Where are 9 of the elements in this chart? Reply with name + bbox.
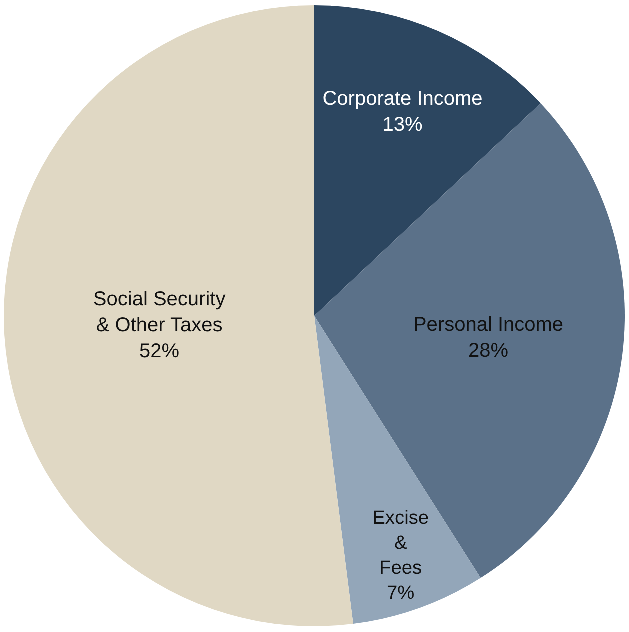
data-label: 7%: [387, 582, 415, 604]
data-label: 52%: [140, 340, 180, 363]
data-label: 13%: [382, 114, 423, 136]
slice-label: Personal Income: [413, 314, 564, 336]
slice-label: Corporate Income: [322, 88, 483, 110]
slice-label: Excise & Fees: [372, 508, 430, 580]
slice-label: Social Security & Other Taxes: [93, 288, 226, 337]
data-label: 28%: [468, 340, 509, 362]
pie-slice: [314, 6, 541, 316]
